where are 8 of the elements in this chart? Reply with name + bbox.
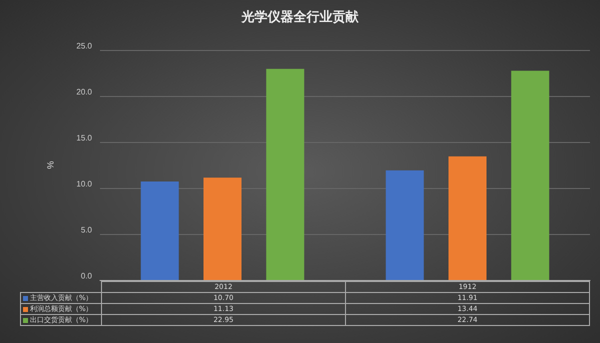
y-tick-label: 15.0	[76, 134, 93, 142]
y-tick-label: 0.0	[80, 272, 93, 280]
y-tick-label: 10.0	[76, 180, 93, 188]
y-axis-title: %	[46, 160, 56, 170]
chart-title: 光学仪器全行业贡献	[240, 10, 360, 25]
y-tick-label: 5.0	[80, 226, 93, 234]
y-tick-label: 20.0	[76, 88, 93, 96]
y-tick-label: 25.0	[76, 42, 93, 50]
